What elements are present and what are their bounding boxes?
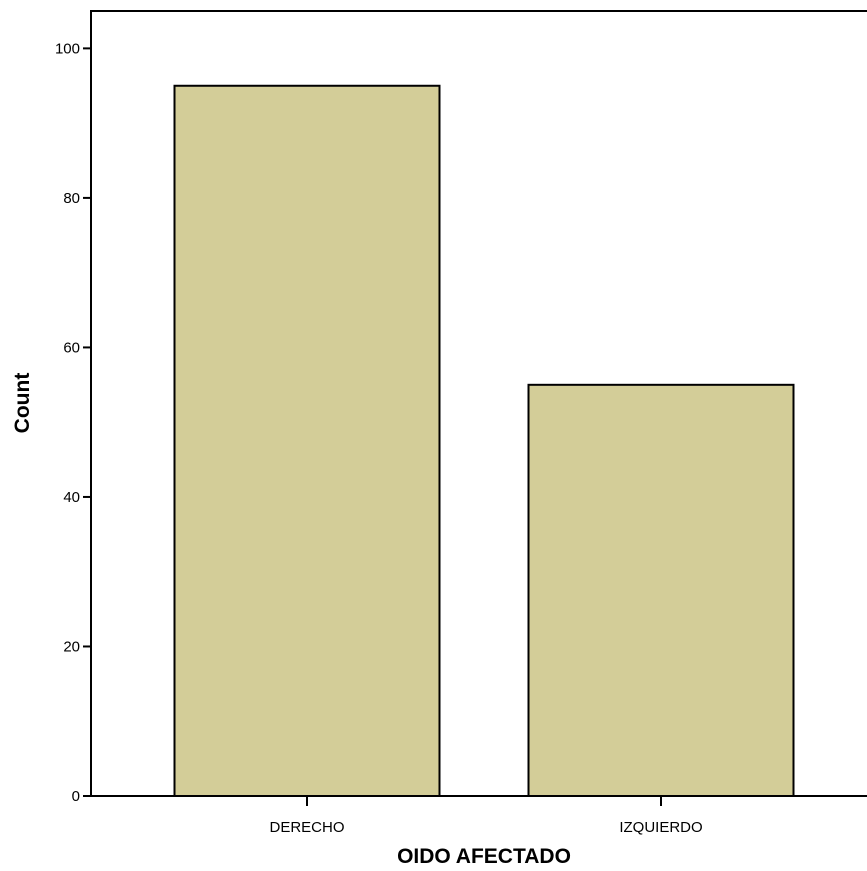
bar-izquierdo — [527, 383, 795, 797]
y-axis: 0 20 40 60 80 100 — [55, 40, 91, 805]
x-tick-label: DERECHO — [269, 819, 344, 836]
y-tick-label: 100 — [55, 40, 80, 57]
y-tick-label: 80 — [63, 190, 80, 207]
x-tick-label: IZQUIERDO — [619, 819, 702, 836]
y-tick-label: 40 — [63, 489, 80, 506]
x-axis-title: OIDO AFECTADO — [397, 845, 571, 868]
y-tick-label: 60 — [63, 339, 80, 356]
y-tick-label: 20 — [63, 638, 80, 655]
y-tick-label: 0 — [72, 788, 80, 805]
bar-derecho — [173, 84, 441, 797]
bars — [173, 84, 795, 797]
x-axis: DERECHO IZQUIERDO — [269, 796, 703, 836]
y-axis-title: Count — [11, 373, 34, 434]
